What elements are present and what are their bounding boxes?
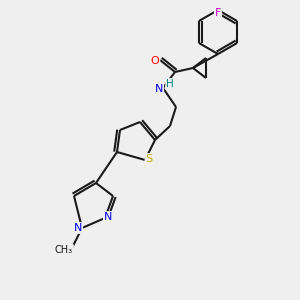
Text: F: F <box>215 8 221 18</box>
Text: N: N <box>104 212 112 222</box>
Text: H: H <box>166 79 174 89</box>
Text: S: S <box>146 154 153 164</box>
Text: N: N <box>74 223 82 233</box>
Text: O: O <box>151 56 159 66</box>
Text: N: N <box>155 84 163 94</box>
Text: CH₃: CH₃ <box>55 245 73 255</box>
